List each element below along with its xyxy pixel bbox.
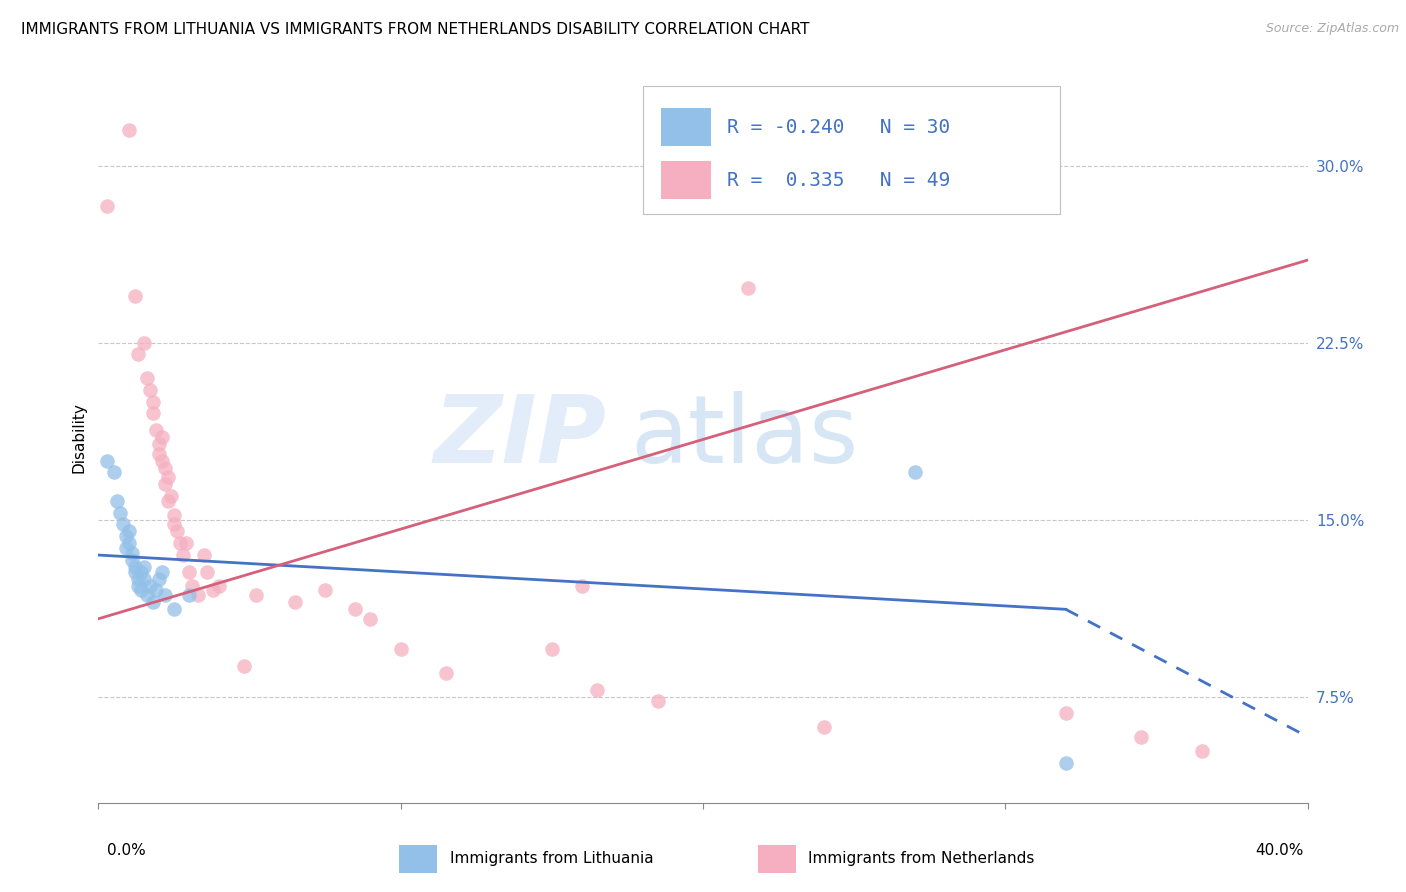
Point: [132, 572, 155, 586]
Point: [179, 588, 201, 602]
Text: Immigrants from Lithuania: Immigrants from Lithuania: [450, 851, 654, 865]
Point: [208, 579, 231, 593]
Point: [434, 666, 457, 681]
Text: 0.0%: 0.0%: [107, 843, 146, 858]
Point: [344, 602, 367, 616]
Point: [127, 572, 149, 586]
Point: [174, 536, 197, 550]
Point: [172, 548, 194, 562]
Text: R =  0.335   N = 49: R = 0.335 N = 49: [727, 171, 950, 190]
Point: [181, 579, 204, 593]
Point: [142, 595, 165, 609]
Point: [135, 588, 157, 602]
Point: [148, 437, 170, 451]
Point: [1054, 756, 1077, 770]
Point: [202, 583, 225, 598]
Point: [586, 682, 609, 697]
Point: [127, 579, 149, 593]
Point: [179, 565, 201, 579]
Point: [1054, 706, 1077, 720]
Point: [647, 694, 669, 708]
Point: [118, 524, 141, 539]
Point: [105, 493, 128, 508]
Point: [166, 524, 188, 539]
Point: [150, 565, 173, 579]
Point: [389, 642, 412, 657]
Text: R = -0.240   N = 30: R = -0.240 N = 30: [727, 118, 950, 137]
Point: [187, 588, 209, 602]
Point: [111, 517, 134, 532]
Point: [150, 430, 173, 444]
Text: IMMIGRANTS FROM LITHUANIA VS IMMIGRANTS FROM NETHERLANDS DISABILITY CORRELATION : IMMIGRANTS FROM LITHUANIA VS IMMIGRANTS …: [21, 22, 810, 37]
Text: atlas: atlas: [630, 391, 859, 483]
Point: [571, 579, 593, 593]
Point: [245, 588, 267, 602]
Point: [118, 536, 141, 550]
Point: [121, 553, 143, 567]
Point: [163, 517, 186, 532]
Point: [163, 508, 186, 522]
FancyBboxPatch shape: [661, 161, 711, 200]
Point: [150, 453, 173, 467]
Point: [193, 548, 215, 562]
Point: [124, 565, 146, 579]
Point: [124, 559, 146, 574]
Point: [540, 642, 562, 657]
Point: [127, 347, 149, 361]
Point: [135, 371, 157, 385]
Point: [142, 407, 165, 421]
Point: [153, 460, 176, 475]
Point: [139, 579, 162, 593]
Point: [118, 123, 141, 137]
Point: [96, 199, 118, 213]
Point: [145, 583, 167, 598]
Point: [156, 493, 179, 508]
Point: [360, 612, 382, 626]
Point: [314, 583, 336, 598]
Point: [284, 595, 307, 609]
Point: [132, 335, 155, 350]
Point: [96, 453, 118, 467]
Point: [156, 470, 179, 484]
Text: Source: ZipAtlas.com: Source: ZipAtlas.com: [1265, 22, 1399, 36]
Point: [737, 281, 759, 295]
Point: [142, 394, 165, 409]
Text: Immigrants from Netherlands: Immigrants from Netherlands: [808, 851, 1035, 865]
Point: [1191, 744, 1213, 758]
Y-axis label: Disability: Disability: [72, 401, 87, 473]
Point: [148, 447, 170, 461]
Point: [124, 288, 146, 302]
Point: [195, 565, 218, 579]
Point: [163, 602, 186, 616]
Point: [139, 383, 162, 397]
Text: ZIP: ZIP: [433, 391, 606, 483]
Point: [108, 506, 131, 520]
Point: [148, 572, 170, 586]
FancyBboxPatch shape: [643, 86, 1060, 214]
FancyBboxPatch shape: [661, 108, 711, 146]
Point: [114, 541, 136, 555]
Text: 40.0%: 40.0%: [1256, 843, 1303, 858]
Point: [813, 720, 835, 734]
Point: [145, 423, 167, 437]
Point: [232, 659, 254, 673]
Point: [114, 529, 136, 543]
Point: [153, 477, 176, 491]
Point: [103, 466, 125, 480]
Point: [904, 466, 927, 480]
Point: [1130, 730, 1153, 744]
Point: [121, 546, 143, 560]
Point: [129, 583, 152, 598]
Point: [129, 565, 152, 579]
Point: [132, 559, 155, 574]
Point: [160, 489, 183, 503]
Point: [153, 588, 176, 602]
Point: [169, 536, 191, 550]
